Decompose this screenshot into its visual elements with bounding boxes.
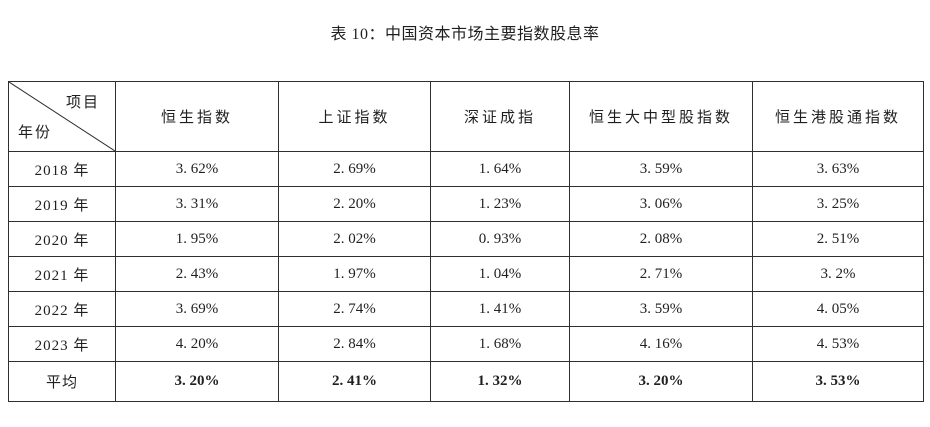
table-row: 2022 年 3. 69% 2. 74% 1. 41% 3. 59% 4. 05%: [8, 291, 924, 327]
header-row: 项目 年份 恒生指数 上证指数 深证成指 恒生大中型股指数 恒生港股通指数: [8, 81, 924, 152]
row-label: 2022 年: [8, 291, 116, 327]
table-row: 2018 年 3. 62% 2. 69% 1. 64% 3. 59% 3. 63%: [8, 151, 924, 187]
value-cell: 1. 32%: [430, 361, 570, 402]
column-header-0: 恒生指数: [115, 81, 279, 152]
value-cell: 2. 20%: [278, 186, 431, 222]
value-cell: 1. 04%: [430, 256, 570, 292]
table-row: 2020 年 1. 95% 2. 02% 0. 93% 2. 08% 2. 51%: [8, 221, 924, 257]
value-cell: 3. 25%: [752, 186, 924, 222]
corner-label-project: 项目: [65, 95, 100, 111]
value-cell: 2. 84%: [278, 326, 431, 362]
value-cell: 4. 16%: [569, 326, 753, 362]
row-label: 2021 年: [8, 256, 116, 292]
value-cell: 1. 95%: [115, 221, 279, 257]
dividend-yield-table: 项目 年份 恒生指数 上证指数 深证成指 恒生大中型股指数 恒生港股通指数 2018 年…: [8, 81, 924, 402]
value-cell: 3. 62%: [115, 151, 279, 187]
value-cell: 3. 31%: [115, 186, 279, 222]
value-cell: 2. 43%: [115, 256, 279, 292]
corner-cell: 项目 年份: [8, 81, 116, 152]
value-cell: 3. 20%: [569, 361, 753, 402]
table-row: 2023 年 4. 20% 2. 84% 1. 68% 4. 16% 4. 53%: [8, 326, 924, 362]
value-cell: 2. 74%: [278, 291, 431, 327]
value-cell: 3. 59%: [569, 151, 753, 187]
diagonal-divider: [9, 82, 115, 151]
value-cell: 3. 06%: [569, 186, 753, 222]
value-cell: 2. 71%: [569, 256, 753, 292]
value-cell: 3. 2%: [752, 256, 924, 292]
table-body: 2018 年 3. 62% 2. 69% 1. 64% 3. 59% 3. 63% 2019…: [8, 151, 924, 402]
row-label: 2020 年: [8, 221, 116, 257]
column-header-2: 深证成指: [430, 81, 570, 152]
value-cell: 4. 20%: [115, 326, 279, 362]
value-cell: 3. 69%: [115, 291, 279, 327]
value-cell: 2. 51%: [752, 221, 924, 257]
column-header-4: 恒生港股通指数: [752, 81, 924, 152]
value-cell: 0. 93%: [430, 221, 570, 257]
value-cell: 4. 05%: [752, 291, 924, 327]
value-cell: 3. 59%: [569, 291, 753, 327]
value-cell: 2. 08%: [569, 221, 753, 257]
value-cell: 1. 97%: [278, 256, 431, 292]
value-cell: 1. 23%: [430, 186, 570, 222]
row-label: 2018 年: [8, 151, 116, 187]
row-label: 2023 年: [8, 326, 116, 362]
value-cell: 2. 69%: [278, 151, 431, 187]
row-label: 2019 年: [8, 186, 116, 222]
value-cell: 1. 68%: [430, 326, 570, 362]
column-header-1: 上证指数: [278, 81, 431, 152]
value-cell: 3. 53%: [752, 361, 924, 402]
table-row: 平均 3. 20% 2. 41% 1. 32% 3. 20% 3. 53%: [8, 361, 924, 402]
corner-label-year: 年份: [18, 125, 53, 141]
column-header-3: 恒生大中型股指数: [569, 81, 753, 152]
value-cell: 2. 41%: [278, 361, 431, 402]
value-cell: 2. 02%: [278, 221, 431, 257]
value-cell: 3. 63%: [752, 151, 924, 187]
value-cell: 3. 20%: [115, 361, 279, 402]
value-cell: 4. 53%: [752, 326, 924, 362]
page-title: 表 10：中国资本市场主要指数股息率: [330, 26, 600, 43]
table-row: 2019 年 3. 31% 2. 20% 1. 23% 3. 06% 3. 25%: [8, 186, 924, 222]
value-cell: 1. 64%: [430, 151, 570, 187]
table-row: 2021 年 2. 43% 1. 97% 1. 04% 2. 71% 3. 2%: [8, 256, 924, 292]
row-label: 平均: [8, 361, 116, 402]
value-cell: 1. 41%: [430, 291, 570, 327]
